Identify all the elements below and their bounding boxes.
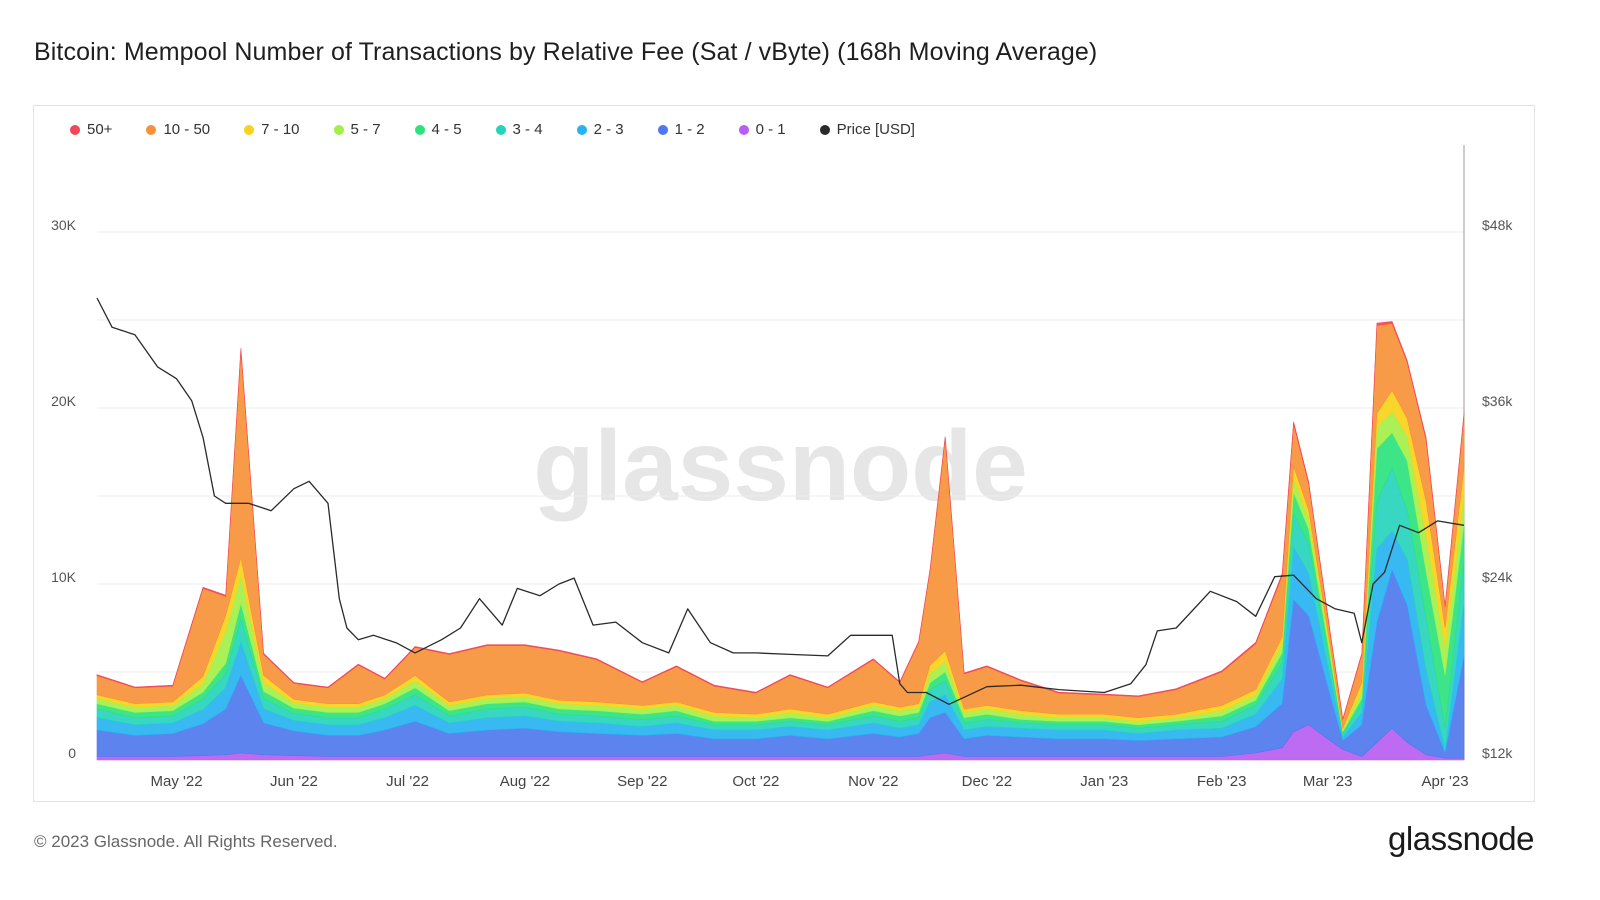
y-left-tick-label: 20K: [51, 393, 77, 409]
legend-label: 7 - 10: [261, 121, 300, 138]
legend-item[interactable]: 4 - 5: [414, 121, 462, 138]
x-tick-label: Apr '23: [1422, 773, 1469, 790]
legend-label: 5 - 7: [350, 121, 381, 138]
footer-logo: glassnode: [1388, 820, 1534, 857]
legend-label: 3 - 4: [512, 121, 543, 138]
x-tick-label: Nov '22: [848, 773, 898, 790]
y-right-tick-label: $12k: [1482, 745, 1513, 761]
legend-dot-icon: [70, 124, 80, 135]
legend-item[interactable]: 1 - 2: [657, 121, 705, 138]
legend-item[interactable]: 0 - 1: [738, 121, 786, 138]
y-left-tick-label: 30K: [51, 217, 77, 233]
legend-item[interactable]: 50+: [70, 121, 112, 138]
legend-label: 0 - 1: [755, 121, 786, 138]
legend-dot-icon: [819, 124, 830, 135]
footer-copyright: © 2023 Glassnode. All Rights Reserved.: [34, 832, 338, 851]
legend-dot-icon: [738, 124, 749, 135]
legend-dot-icon: [657, 124, 668, 135]
legend-item[interactable]: Price [USD]: [819, 121, 915, 138]
legend-dot-icon: [495, 124, 506, 135]
legend-item[interactable]: 5 - 7: [333, 121, 381, 138]
legend-dot-icon: [576, 124, 587, 135]
y-left-tick-label: 0: [68, 745, 76, 761]
price-line: [96, 297, 1465, 705]
x-tick-label: Mar '23: [1303, 773, 1353, 790]
legend-dot-icon: [333, 124, 344, 135]
chart-legend: 50+ 10 - 50 7 - 10 5 - 7 4 - 5 3 - 4 2 - 3 1 - …: [70, 121, 949, 138]
x-tick-label: Aug '22: [500, 773, 550, 790]
area-series-10-50: [96, 323, 1465, 730]
legend-item[interactable]: 10 - 50: [146, 121, 210, 138]
x-tick-label: Dec '22: [962, 773, 1012, 790]
legend-dot-icon: [146, 124, 157, 135]
y-right-tick-label: $48k: [1482, 217, 1513, 233]
legend-label: 10 - 50: [163, 121, 211, 138]
legend-dot-icon: [244, 124, 255, 135]
x-tick-label: Sep '22: [617, 773, 667, 790]
x-tick-label: Oct '22: [732, 773, 779, 790]
y-left-tick-label: 10K: [51, 569, 77, 585]
legend-label: Price [USD]: [836, 121, 915, 138]
x-tick-label: Feb '23: [1197, 773, 1247, 790]
x-tick-label: Jan '23: [1080, 773, 1128, 790]
x-tick-label: Jul '22: [386, 773, 429, 790]
legend-label: 50+: [87, 121, 113, 138]
chart-title: Bitcoin: Mempool Number of Transactions …: [34, 38, 1098, 66]
legend-label: 2 - 3: [593, 121, 624, 138]
legend-label: 1 - 2: [674, 121, 705, 138]
legend-item[interactable]: 2 - 3: [576, 121, 624, 138]
watermark-text: glassnode: [533, 410, 1028, 522]
legend-item[interactable]: 3 - 4: [495, 121, 543, 138]
legend-label: 4 - 5: [431, 121, 462, 138]
y-right-tick-label: $36k: [1482, 393, 1513, 409]
x-tick-label: May '22: [150, 773, 202, 790]
area-series-50+: [96, 321, 1465, 720]
legend-item[interactable]: 7 - 10: [244, 121, 300, 138]
legend-dot-icon: [414, 124, 425, 135]
x-tick-label: Jun '22: [270, 773, 318, 790]
y-right-tick-label: $24k: [1482, 569, 1513, 585]
chart-panel: [33, 105, 1535, 802]
